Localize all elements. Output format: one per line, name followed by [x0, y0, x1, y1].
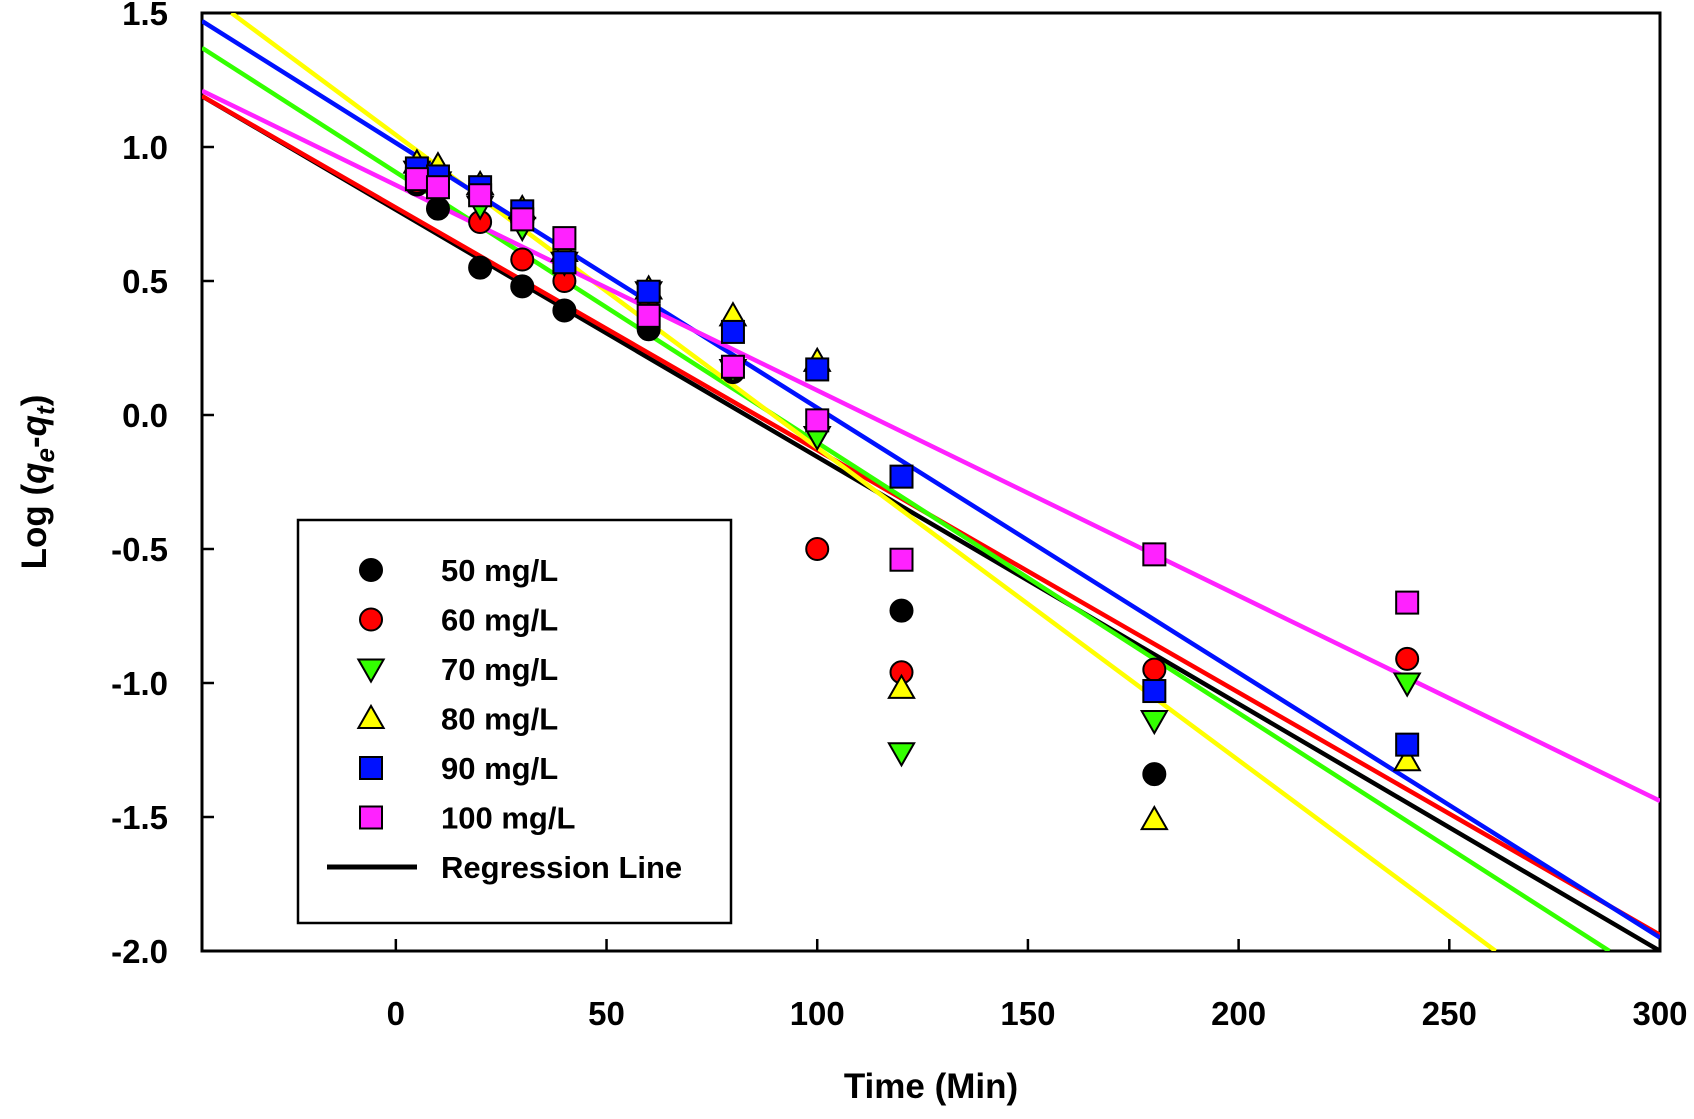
- point-60-mg-l: [510, 247, 535, 272]
- y-tick-label: 0.5: [122, 263, 168, 300]
- point-100-mg-l: [468, 183, 493, 208]
- y-tick-label: 0.0: [122, 397, 168, 434]
- y-tick-label: -1.0: [111, 665, 168, 702]
- x-tick-label: 200: [1211, 995, 1266, 1032]
- y-tick-label: -0.5: [111, 531, 168, 568]
- point-100-mg-l: [1142, 542, 1167, 567]
- x-tick-label: 300: [1632, 995, 1687, 1032]
- y-tick-label: -2.0: [111, 933, 168, 970]
- legend-marker-50-mg-l: [359, 558, 383, 582]
- data-points: [402, 148, 1422, 831]
- x-tick-label: 250: [1422, 995, 1477, 1032]
- y-axis-title: Log (qe-qt): [15, 395, 60, 570]
- point-60-mg-l: [1395, 646, 1420, 671]
- point-50-mg-l: [552, 298, 577, 323]
- series-100-mg-l: [404, 167, 1420, 615]
- y-title-q2: q: [15, 415, 54, 436]
- point-90-mg-l: [1395, 732, 1420, 757]
- legend-label-90-mg-l: 90 mg/L: [441, 751, 558, 786]
- legend-marker-100-mg-l: [359, 805, 383, 830]
- point-50-mg-l: [425, 196, 450, 221]
- legend-label-80-mg-l: 80 mg/L: [441, 702, 558, 737]
- legend-label-100-mg-l: 100 mg/L: [441, 801, 575, 836]
- legend: 50 mg/L 60 mg/L 70 mg/L 80 mg/L 90 mg/L 100 m…: [296, 518, 733, 925]
- point-70-mg-l: [887, 742, 916, 768]
- point-100-mg-l: [636, 303, 661, 328]
- x-axis-title: Time (Min): [844, 1067, 1018, 1106]
- fit-line-50-mg-l: [202, 94, 1660, 951]
- point-100-mg-l: [889, 547, 914, 572]
- point-90-mg-l: [720, 319, 745, 344]
- y-tick-label: 1.5: [122, 0, 168, 32]
- point-100-mg-l: [404, 167, 429, 192]
- point-90-mg-l: [636, 279, 661, 304]
- legend-label-70-mg-l: 70 mg/L: [441, 652, 558, 687]
- point-90-mg-l: [1142, 679, 1167, 704]
- y-title-q1: q: [15, 462, 54, 483]
- point-80-mg-l: [887, 673, 916, 699]
- point-70-mg-l: [1139, 710, 1169, 736]
- legend-label-50-mg-l: 50 mg/L: [441, 553, 558, 588]
- legend-marker-80-mg-l: [356, 703, 386, 729]
- point-100-mg-l: [510, 207, 535, 232]
- y-title-suffix: ): [15, 395, 54, 407]
- y-tick-label: 1.0: [122, 129, 168, 166]
- x-tick-label: 150: [1000, 995, 1055, 1032]
- point-100-mg-l: [425, 175, 450, 200]
- point-90-mg-l: [889, 464, 914, 489]
- point-50-mg-l: [510, 274, 535, 299]
- legend-marker-90-mg-l: [359, 756, 383, 780]
- y-axis-ticks: -2.0 -1.5 -1.0 -0.5 0.0 0.5 1.0 1.5: [111, 0, 214, 970]
- y-title-dash: -: [15, 436, 54, 448]
- point-80-mg-l: [1392, 746, 1422, 772]
- legend-marker-60-mg-l: [359, 607, 383, 632]
- point-50-mg-l: [1142, 762, 1167, 787]
- point-90-mg-l: [805, 357, 830, 382]
- y-title-sub2: t: [30, 405, 60, 415]
- point-100-mg-l: [720, 354, 745, 379]
- x-axis-ticks: 0 50 100 150 200 250 300: [387, 939, 1688, 1032]
- legend-marker-70-mg-l: [356, 658, 386, 684]
- legend-label-regression-line: Regression Line: [441, 850, 682, 885]
- y-title-sub1: e: [30, 448, 60, 462]
- point-80-mg-l: [1139, 805, 1169, 831]
- point-100-mg-l: [1395, 590, 1420, 615]
- x-tick-label: 50: [588, 995, 625, 1032]
- legend-label-60-mg-l: 60 mg/L: [441, 603, 558, 638]
- x-tick-label: 100: [790, 995, 845, 1032]
- point-50-mg-l: [889, 598, 914, 623]
- point-60-mg-l: [1142, 657, 1167, 682]
- y-tick-label: -1.5: [111, 799, 168, 836]
- point-50-mg-l: [468, 255, 493, 280]
- point-90-mg-l: [552, 250, 577, 275]
- point-100-mg-l: [552, 226, 577, 251]
- point-70-mg-l: [1392, 672, 1422, 698]
- point-60-mg-l: [805, 537, 830, 561]
- x-tick-label: 0: [387, 995, 405, 1032]
- point-100-mg-l: [805, 408, 830, 433]
- y-title-prefix: Log (: [15, 484, 54, 570]
